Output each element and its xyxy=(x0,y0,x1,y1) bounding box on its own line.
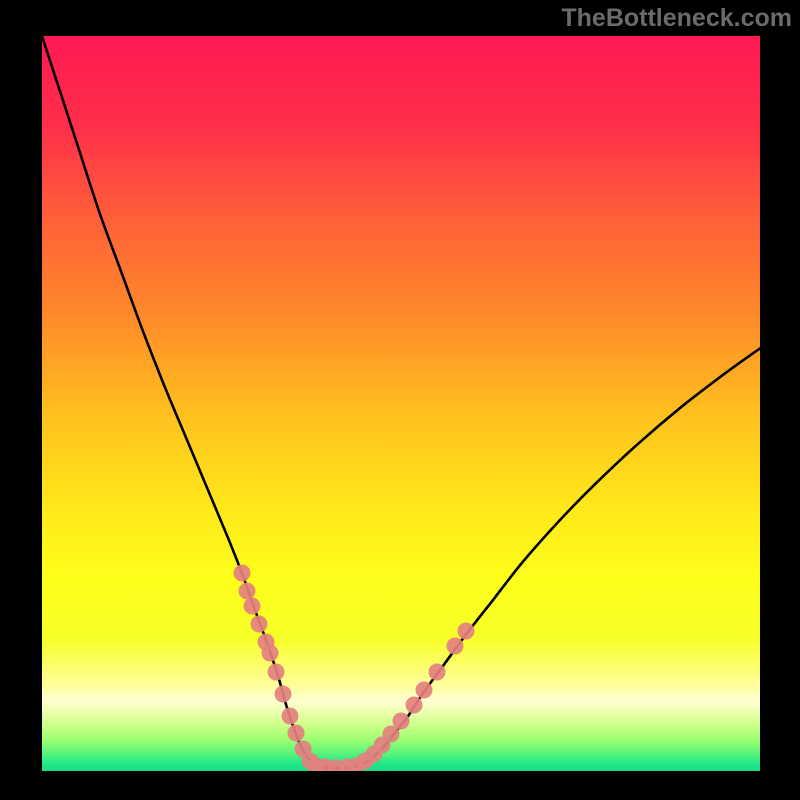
data-marker xyxy=(261,645,278,662)
data-marker xyxy=(288,724,305,741)
data-marker xyxy=(250,616,267,633)
watermark-label: TheBottleneck.com xyxy=(561,4,792,33)
data-marker xyxy=(415,682,432,699)
data-marker xyxy=(457,623,474,640)
data-marker xyxy=(282,707,299,724)
data-marker xyxy=(405,696,422,713)
plot-area xyxy=(42,36,760,771)
data-marker xyxy=(446,638,463,655)
data-marker xyxy=(393,713,410,730)
data-marker xyxy=(275,685,292,702)
data-marker xyxy=(244,597,261,614)
data-marker xyxy=(268,663,285,680)
chart-canvas: TheBottleneck.com xyxy=(0,0,800,800)
data-marker xyxy=(428,663,445,680)
data-marker xyxy=(233,564,250,581)
bottleneck-curve xyxy=(42,36,760,768)
curve-layer xyxy=(42,36,760,771)
